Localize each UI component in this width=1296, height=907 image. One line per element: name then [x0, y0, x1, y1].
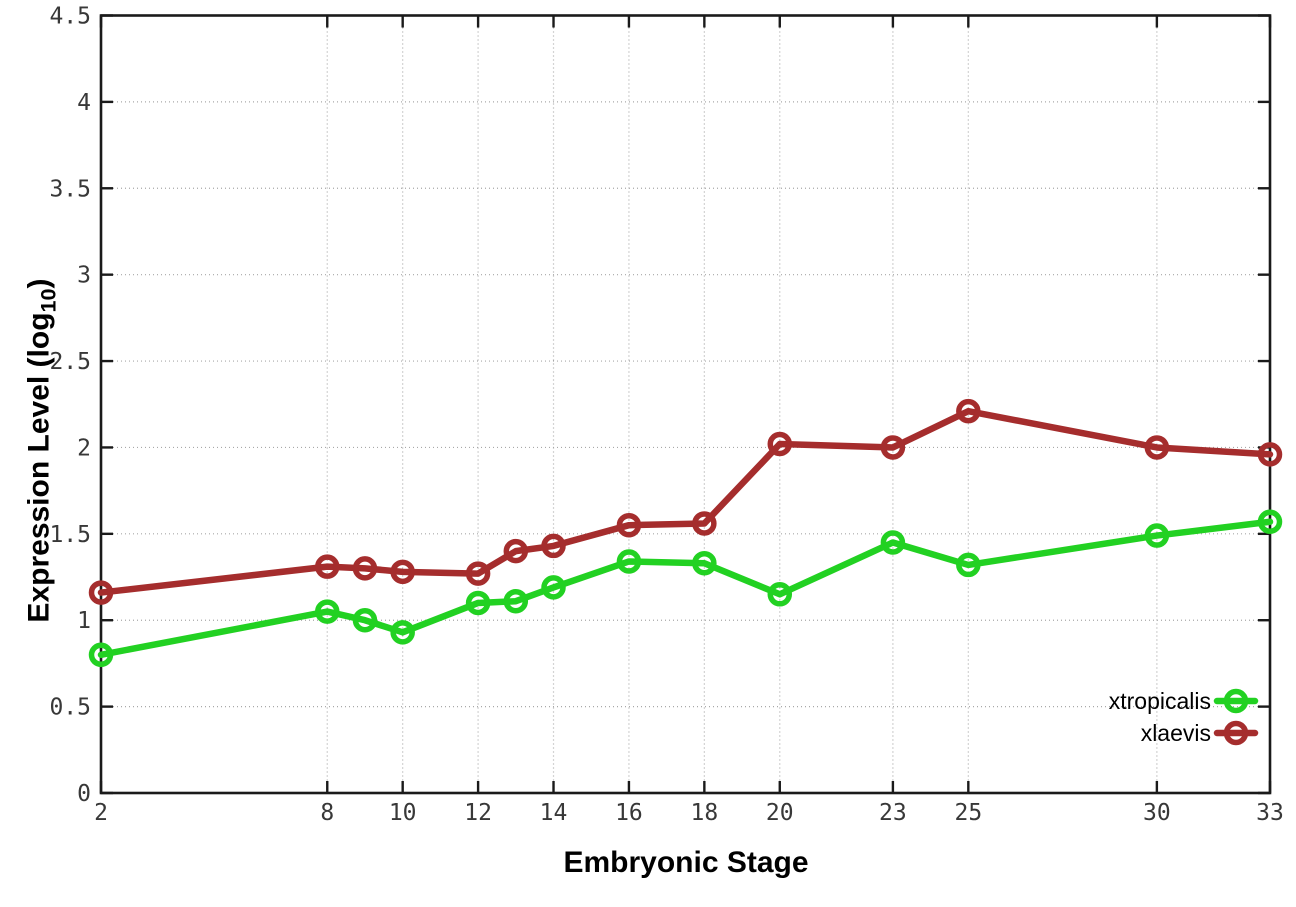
data-point-xlaevis — [692, 511, 717, 536]
x-tick-label: 33 — [1256, 800, 1284, 826]
y-tick-label: 1.5 — [49, 522, 91, 548]
y-tick-label: 3 — [77, 263, 91, 289]
y-tick-label: 2.5 — [49, 349, 91, 375]
x-tick-label: 14 — [540, 800, 568, 826]
x-tick-label: 2 — [94, 800, 108, 826]
data-point-xtropicalis — [88, 642, 114, 668]
data-point-xlaevis — [390, 559, 415, 585]
y-tick-label: 0 — [77, 781, 91, 807]
x-tick-label: 8 — [320, 800, 334, 826]
y-tick-label: 0.5 — [49, 695, 91, 721]
x-tick-label: 18 — [691, 800, 719, 826]
series-line-xlaevis — [97, 407, 1274, 596]
data-point-xlaevis — [465, 561, 491, 586]
data-point-xlaevis — [1257, 442, 1283, 467]
x-tick-label: 10 — [389, 800, 417, 826]
legend-label-xlaevis: xlaevis — [1141, 720, 1211, 746]
data-point-xlaevis — [88, 580, 114, 605]
data-point-xtropicalis — [767, 582, 793, 607]
data-point-xtropicalis — [465, 590, 491, 616]
x-tick-label: 12 — [464, 800, 492, 826]
data-point-xtropicalis — [956, 552, 981, 578]
data-point-xlaevis — [767, 431, 793, 457]
y-axis-title: Expression Level (log10) — [23, 231, 62, 671]
data-point-xlaevis — [880, 435, 906, 460]
data-point-xtropicalis — [1257, 509, 1283, 534]
y-axis-title-close: ) — [22, 278, 56, 289]
legend-sample-marker-xtropicalis — [1223, 688, 1249, 714]
y-tick-label: 4.5 — [49, 4, 91, 30]
data-point-xlaevis — [956, 398, 981, 424]
data-point-xtropicalis — [541, 575, 566, 600]
data-point-xtropicalis — [1144, 523, 1170, 548]
x-tick-label: 25 — [954, 800, 982, 826]
x-tick-label: 30 — [1143, 800, 1171, 826]
data-point-xlaevis — [503, 538, 529, 564]
data-point-xlaevis — [541, 533, 566, 559]
series-line-xtropicalis — [97, 518, 1274, 659]
data-point-xtropicalis — [503, 588, 529, 614]
data-point-xlaevis — [352, 556, 378, 581]
plot-border — [99, 14, 1272, 795]
y-tick-label: 2 — [77, 435, 91, 461]
data-point-xtropicalis — [390, 620, 415, 645]
y-tick-label: 1 — [77, 608, 91, 634]
x-tick-label: 20 — [766, 800, 794, 826]
y-tick-label: 3.5 — [49, 176, 91, 202]
legend-sample-marker-xlaevis — [1223, 720, 1249, 746]
data-point-xlaevis — [315, 554, 340, 579]
data-point-xtropicalis — [352, 607, 378, 633]
data-point-xtropicalis — [616, 549, 642, 574]
y-axis-title-subscript: 10 — [35, 288, 61, 313]
x-tick-label: 23 — [879, 800, 907, 826]
x-tick-label: 16 — [615, 800, 643, 826]
y-tick-label: 4 — [77, 90, 91, 116]
legend-label-xtropicalis: xtropicalis — [1109, 688, 1211, 714]
data-point-xtropicalis — [315, 599, 340, 624]
data-point-xlaevis — [616, 512, 642, 538]
x-axis-title: Embryonic Stage — [563, 846, 809, 879]
data-point-xtropicalis — [692, 550, 717, 576]
data-point-xtropicalis — [880, 530, 906, 555]
y-axis-title-text: Expression Level (log — [22, 312, 56, 623]
data-point-xlaevis — [1144, 435, 1170, 460]
